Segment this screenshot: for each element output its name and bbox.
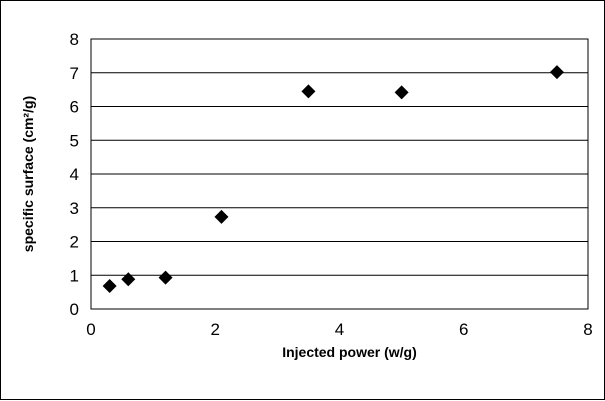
- data-point-5: [394, 85, 409, 100]
- y-tick-label: 2: [70, 233, 79, 252]
- y-tick-label: 7: [70, 64, 79, 83]
- y-tick-label: 0: [70, 300, 79, 319]
- y-tick-label: 5: [70, 131, 79, 150]
- data-point-4: [301, 84, 316, 99]
- y-tick-labels: 0 1 2 3 4 5 6 7 8: [70, 30, 79, 319]
- y-tick-label: 1: [70, 266, 79, 285]
- data-point-3: [214, 209, 229, 224]
- x-tick-label: 4: [335, 320, 344, 339]
- data-points: [102, 65, 564, 294]
- axes: [90, 38, 589, 310]
- y-tick-label: 6: [70, 98, 79, 117]
- data-point-1: [121, 272, 136, 287]
- y-axis-title: specific surface (cm²/g): [20, 96, 36, 252]
- x-tick-labels: 0 2 4 6 8: [86, 320, 592, 339]
- x-tick-label: 8: [583, 320, 592, 339]
- data-point-0: [102, 279, 117, 294]
- x-axis-title: Injected power (w/g): [282, 344, 417, 360]
- data-point-6: [549, 65, 564, 80]
- gridlines: [91, 72, 588, 276]
- x-tick-label: 6: [459, 320, 468, 339]
- y-tick-label: 8: [70, 30, 79, 49]
- data-point-2: [158, 270, 173, 285]
- y-tick-label: 3: [70, 199, 79, 218]
- y-tick-label: 4: [70, 165, 79, 184]
- x-tick-label: 2: [211, 320, 220, 339]
- plot-area: [90, 38, 589, 310]
- x-tick-label: 0: [86, 320, 95, 339]
